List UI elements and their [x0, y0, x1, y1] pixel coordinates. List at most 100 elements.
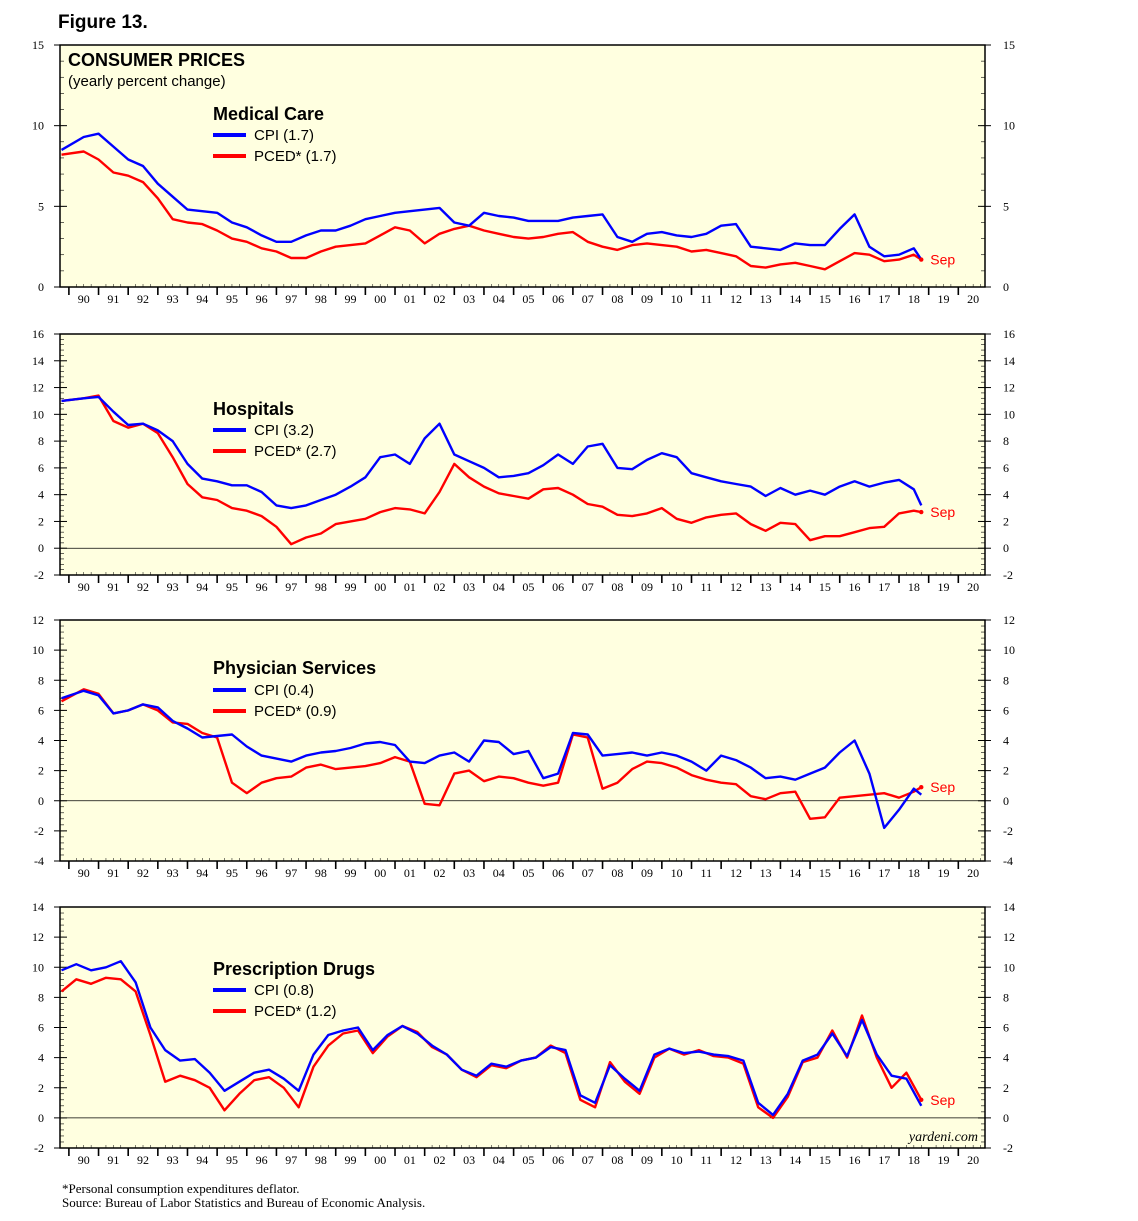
legend-label-cpi: CPI (3.2) [254, 422, 314, 439]
y-tick-label-left: 14 [32, 900, 44, 914]
x-tick-label: 09 [641, 866, 653, 880]
end-label: Sep [930, 779, 955, 795]
y-tick-label-right: 6 [1003, 1021, 1009, 1035]
x-tick-label: 03 [463, 866, 475, 880]
x-tick-label: 91 [107, 866, 119, 880]
y-tick-label-left: 4 [38, 488, 44, 502]
y-tick-label-right: -2 [1003, 824, 1013, 838]
x-tick-label: 20 [967, 580, 979, 594]
y-tick-label-left: 0 [38, 794, 44, 808]
x-tick-label: 16 [849, 580, 861, 594]
x-tick-label: 99 [345, 1153, 357, 1167]
x-tick-label: 01 [404, 580, 416, 594]
y-tick-label-left: 10 [32, 960, 44, 974]
x-tick-label: 05 [522, 580, 534, 594]
x-tick-label: 01 [404, 1153, 416, 1167]
x-tick-label: 12 [730, 292, 742, 306]
x-tick-label: 09 [641, 580, 653, 594]
x-tick-label: 14 [789, 1153, 801, 1167]
y-tick-label-left: 10 [32, 643, 44, 657]
y-tick-label-right: 10 [1003, 407, 1015, 421]
chart-header-subtitle: (yearly percent change) [68, 73, 226, 90]
y-tick-label-left: -4 [34, 854, 44, 868]
x-tick-label: 09 [641, 292, 653, 306]
x-tick-label: 02 [433, 292, 445, 306]
series-line-cpi [61, 960, 923, 1117]
series-line-pced [61, 150, 922, 271]
plot-area [59, 619, 986, 862]
x-tick-label: 15 [819, 866, 831, 880]
x-tick-label: 93 [167, 1153, 179, 1167]
x-tick-label: 98 [315, 292, 327, 306]
y-tick-label-right: -2 [1003, 568, 1013, 582]
y-tick-label-left: -2 [34, 1141, 44, 1155]
series-line-cpi [61, 689, 923, 830]
x-tick-label: 91 [107, 292, 119, 306]
y-tick-label-left: 0 [38, 280, 44, 294]
x-tick-label: 08 [611, 292, 623, 306]
x-tick-label: 00 [374, 580, 386, 594]
x-tick-label: 11 [701, 866, 713, 880]
x-tick-label: 98 [315, 1153, 327, 1167]
plot-area [59, 906, 986, 1149]
y-tick-label-left: 4 [38, 734, 44, 748]
y-tick-label-right: 0 [1003, 280, 1009, 294]
x-tick-label: 12 [730, 1153, 742, 1167]
x-tick-label: 03 [463, 1153, 475, 1167]
legend-label-cpi: CPI (0.8) [254, 982, 314, 999]
x-tick-label: 16 [849, 1153, 861, 1167]
y-tick-label-right: 5 [1003, 199, 1009, 213]
chart-header-title: CONSUMER PRICES [68, 50, 245, 70]
x-tick-label: 17 [878, 292, 890, 306]
y-tick-label-left: 8 [38, 673, 44, 687]
end-label: Sep [930, 504, 955, 520]
x-tick-label: 02 [433, 866, 445, 880]
y-tick-label-left: 10 [32, 119, 44, 133]
x-tick-label: 20 [967, 292, 979, 306]
y-tick-label-right: 14 [1003, 354, 1015, 368]
legend-label-pced: PCED* (1.2) [254, 1003, 337, 1020]
y-tick-label-left: 12 [32, 613, 44, 627]
x-tick-label: 20 [967, 866, 979, 880]
x-tick-label: 98 [315, 866, 327, 880]
end-label: Sep [930, 252, 955, 268]
plot-area [59, 44, 986, 288]
y-tick-label-right: 10 [1003, 643, 1015, 657]
x-tick-label: 10 [671, 292, 683, 306]
y-tick-label-left: 8 [38, 990, 44, 1004]
x-tick-label: 92 [137, 866, 149, 880]
legend-label-pced: PCED* (0.9) [254, 703, 337, 720]
x-tick-label: 04 [493, 292, 505, 306]
y-tick-label-right: 14 [1003, 900, 1015, 914]
y-tick-label-left: 6 [38, 1021, 44, 1035]
x-tick-label: 08 [611, 866, 623, 880]
x-tick-label: 11 [701, 292, 713, 306]
x-tick-label: 04 [493, 866, 505, 880]
x-tick-label: 18 [908, 1153, 920, 1167]
x-tick-label: 01 [404, 866, 416, 880]
plot-area [59, 333, 986, 576]
x-tick-label: 96 [256, 292, 268, 306]
y-tick-label-right: 2 [1003, 764, 1009, 778]
x-tick-label: 91 [107, 1153, 119, 1167]
x-tick-label: 17 [878, 866, 890, 880]
x-tick-label: 01 [404, 292, 416, 306]
x-tick-label: 92 [137, 1153, 149, 1167]
y-tick-label-right: 2 [1003, 1081, 1009, 1095]
y-tick-label-right: -2 [1003, 1141, 1013, 1155]
y-tick-label-right: 4 [1003, 488, 1009, 502]
end-label: Sep [930, 1092, 955, 1108]
x-tick-label: 19 [937, 580, 949, 594]
x-tick-label: 95 [226, 580, 238, 594]
y-tick-label-right: 6 [1003, 461, 1009, 475]
x-tick-label: 96 [256, 866, 268, 880]
x-tick-label: 04 [493, 1153, 505, 1167]
series-line-cpi [61, 395, 923, 510]
x-tick-label: 18 [908, 866, 920, 880]
x-tick-label: 17 [878, 1153, 890, 1167]
x-tick-label: 07 [582, 580, 594, 594]
y-tick-label-right: 4 [1003, 1051, 1009, 1065]
x-tick-label: 11 [701, 1153, 713, 1167]
y-tick-label-left: 12 [32, 930, 44, 944]
